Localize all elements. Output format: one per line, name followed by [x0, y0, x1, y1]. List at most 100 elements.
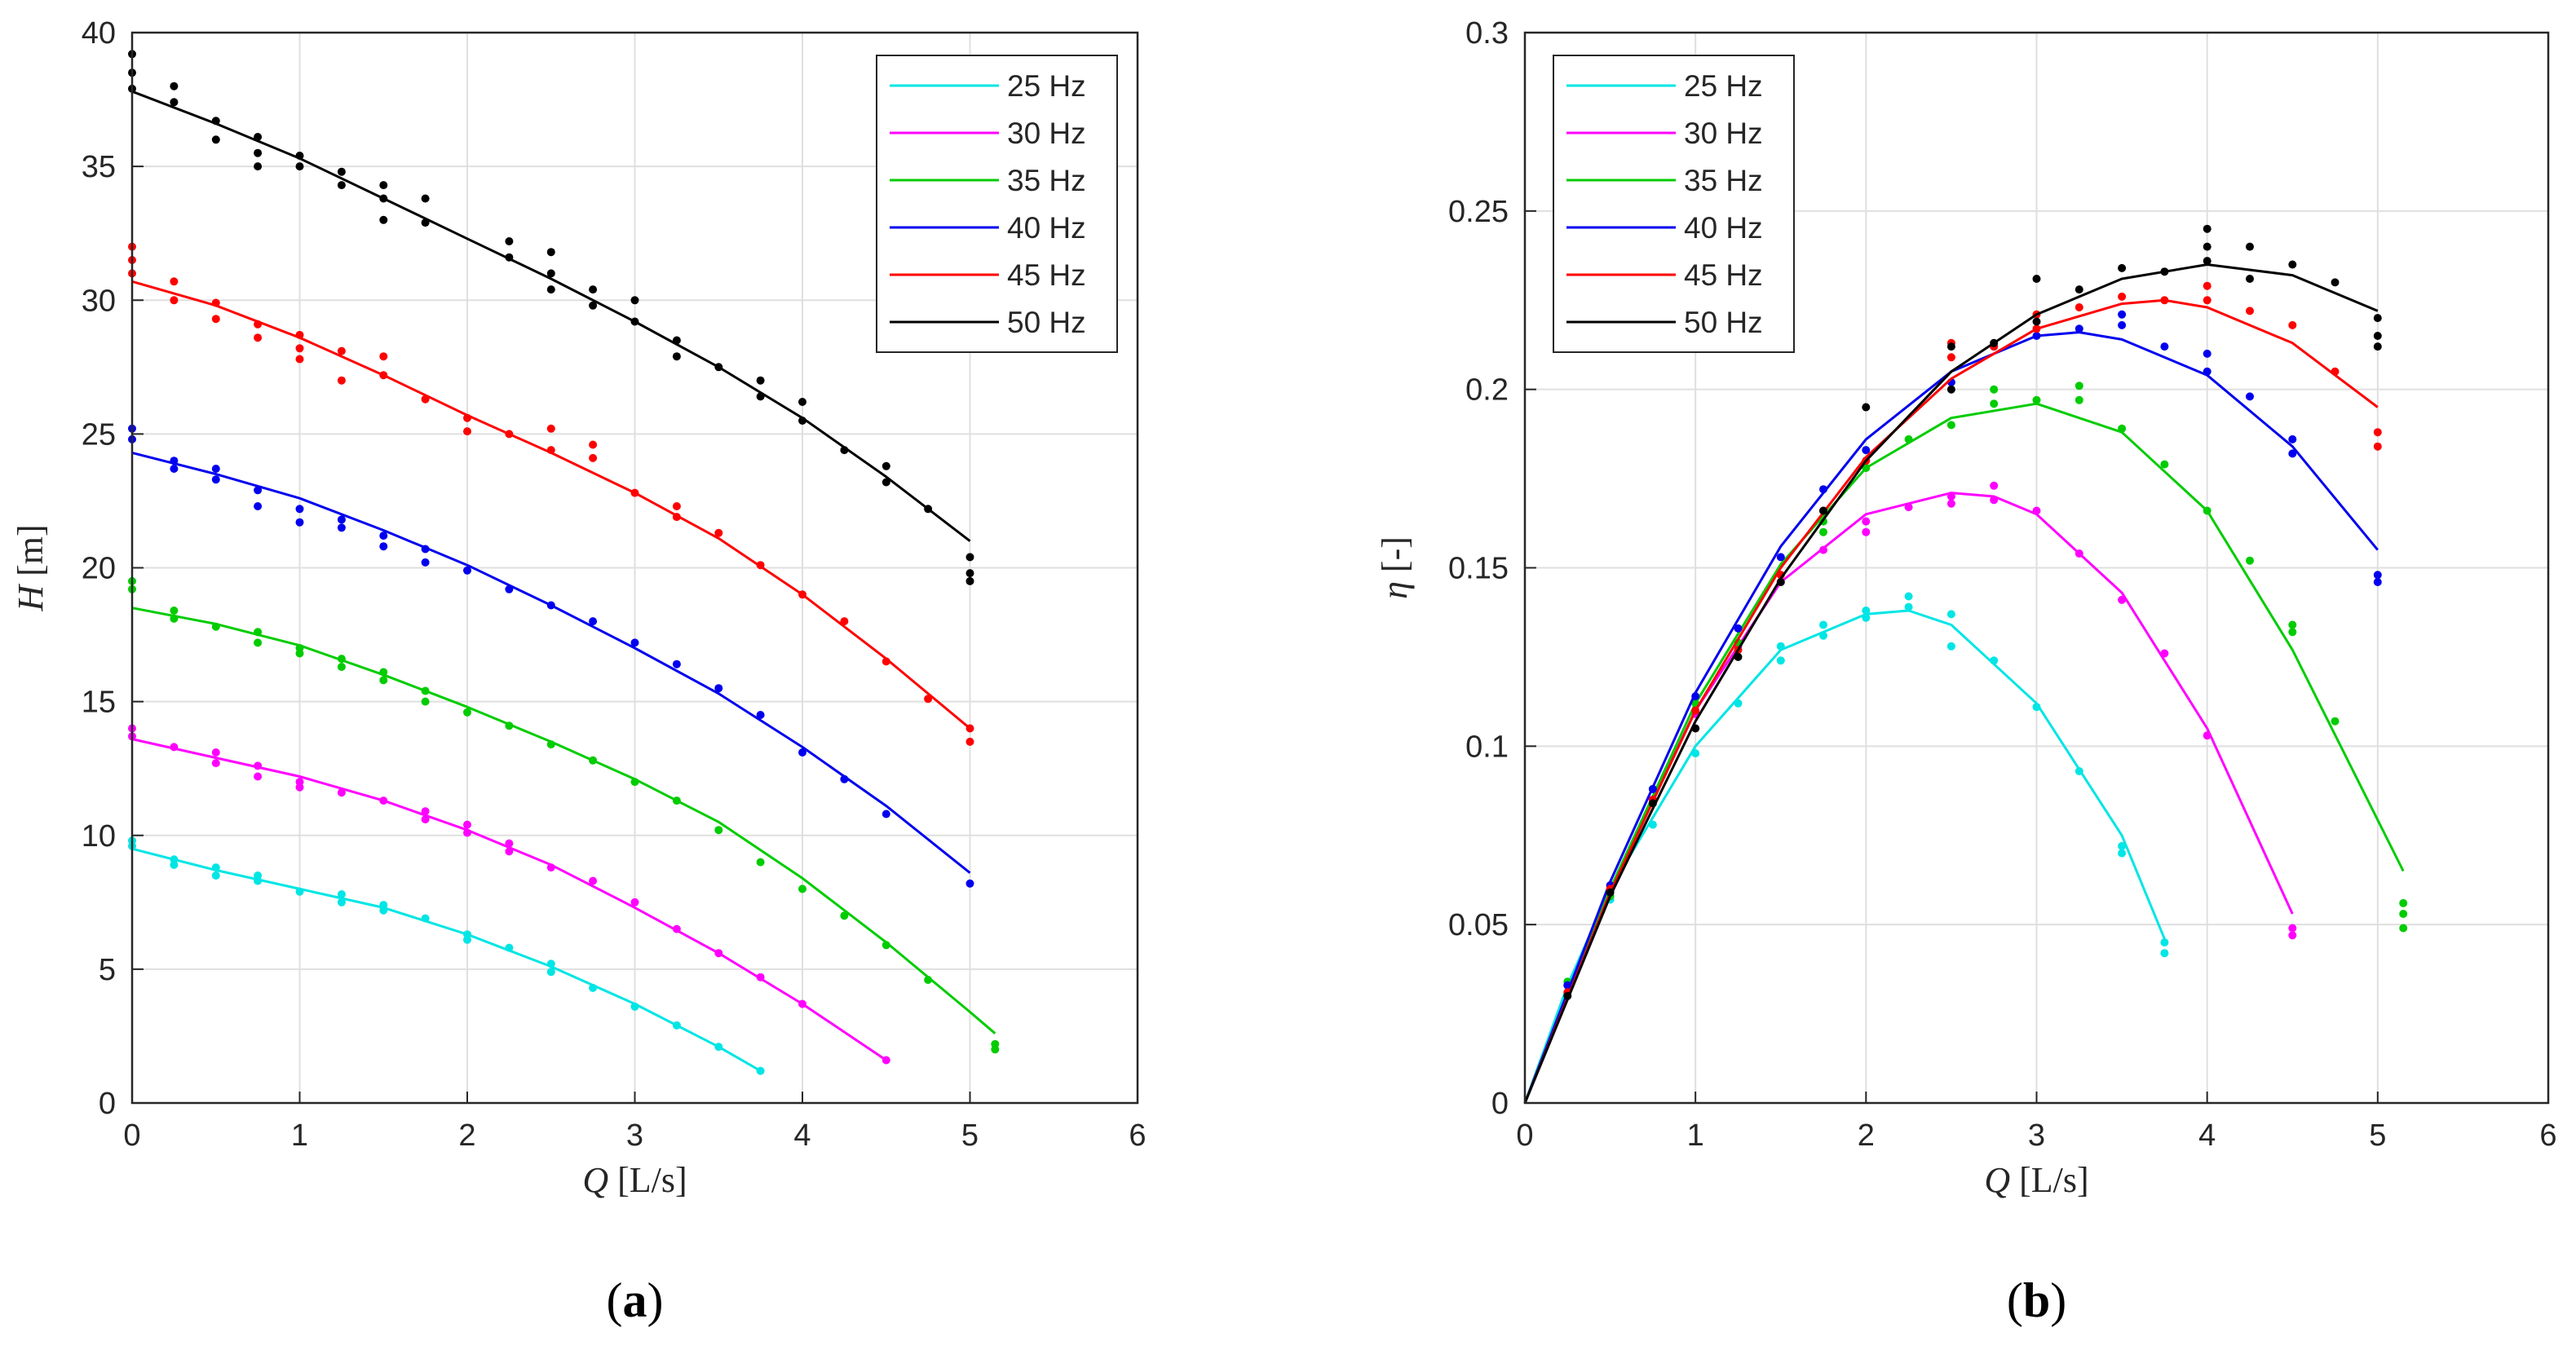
- data-point: [211, 298, 220, 307]
- y-axis-label: η [-]: [1375, 536, 1415, 599]
- data-point: [337, 898, 346, 907]
- data-point: [1990, 338, 1999, 347]
- data-point: [211, 465, 220, 473]
- data-point: [379, 796, 388, 805]
- data-point: [2118, 841, 2127, 850]
- data-point: [840, 617, 849, 626]
- x-axis-label: Q [L/s]: [582, 1160, 687, 1200]
- data-point: [1691, 692, 1700, 701]
- data-point: [337, 181, 346, 190]
- fit-curve: [1523, 298, 2379, 1104]
- data-point: [2373, 342, 2382, 351]
- data-point: [672, 924, 681, 933]
- data-point: [881, 810, 890, 818]
- data-point: [1819, 545, 1827, 554]
- x-tick-label: 6: [1129, 1118, 1146, 1153]
- data-point: [295, 344, 304, 353]
- legend-item: 50 Hz: [890, 306, 1086, 339]
- data-point: [379, 676, 388, 685]
- data-point: [1606, 888, 1615, 897]
- y-axis-variable: H: [11, 584, 51, 612]
- data-point: [2203, 257, 2211, 266]
- data-point: [2032, 506, 2041, 515]
- legend-item: 30 Hz: [890, 117, 1086, 150]
- data-point: [2246, 307, 2254, 315]
- data-point: [630, 488, 639, 497]
- data-point: [2160, 296, 2169, 305]
- data-point: [965, 724, 974, 733]
- data-point: [714, 1043, 723, 1052]
- legend-item: 30 Hz: [1566, 117, 1763, 150]
- data-point: [2118, 263, 2127, 272]
- data-point: [2373, 571, 2382, 580]
- caption-letter: a: [623, 1273, 647, 1327]
- x-axis-unit: [L/s]: [608, 1160, 687, 1200]
- data-point: [546, 424, 555, 433]
- data-point: [546, 863, 555, 872]
- data-point: [1862, 613, 1871, 622]
- data-point: [254, 333, 263, 342]
- data-point: [505, 943, 514, 952]
- data-point: [337, 346, 346, 355]
- data-point: [546, 960, 555, 968]
- data-point: [2074, 303, 2083, 311]
- data-point: [630, 638, 639, 647]
- y-tick-label: 20: [82, 552, 116, 586]
- series-45-hz: [128, 242, 974, 746]
- y-axis-unit: [m]: [11, 524, 51, 585]
- y-tick-label: 0.3: [1465, 16, 1509, 51]
- y-tick-label: 0.1: [1465, 730, 1509, 764]
- data-point: [421, 558, 430, 567]
- data-point: [170, 277, 179, 286]
- data-point: [589, 983, 598, 992]
- x-tick-label: 1: [1687, 1118, 1704, 1153]
- caption-open: (: [2007, 1273, 2023, 1327]
- x-tick-label: 4: [793, 1118, 811, 1153]
- data-point: [2032, 275, 2041, 283]
- data-point: [1990, 496, 1999, 505]
- x-tick-label: 0: [123, 1118, 140, 1153]
- legend-item: 40 Hz: [890, 211, 1086, 245]
- data-point: [2074, 549, 2083, 558]
- data-point: [756, 858, 765, 867]
- data-point: [1734, 652, 1743, 661]
- data-point: [630, 296, 639, 305]
- data-point: [211, 622, 220, 631]
- data-point: [589, 301, 598, 310]
- data-point: [463, 708, 471, 717]
- data-point: [379, 181, 388, 190]
- data-point: [211, 475, 220, 484]
- data-point: [798, 590, 806, 599]
- data-point: [170, 82, 179, 90]
- legend-item: 50 Hz: [1566, 306, 1763, 339]
- data-point: [630, 898, 639, 907]
- data-point: [2032, 317, 2041, 326]
- data-point: [798, 417, 806, 425]
- data-point: [2288, 320, 2297, 329]
- y-axis-unit: [-]: [1375, 536, 1415, 581]
- data-point: [2331, 717, 2340, 726]
- legend-item: 25 Hz: [890, 69, 1086, 103]
- data-point: [630, 1002, 639, 1011]
- y-tick-label: 5: [99, 953, 116, 987]
- data-point: [1946, 499, 1955, 508]
- data-point: [1904, 503, 1913, 512]
- data-point: [672, 660, 681, 668]
- data-point: [840, 446, 849, 455]
- panel-caption: (b): [2007, 1273, 2066, 1327]
- series-50-hz: [1523, 224, 2382, 1104]
- data-point: [798, 748, 806, 757]
- data-point: [2032, 395, 2041, 404]
- data-point: [2373, 578, 2382, 586]
- data-point: [463, 820, 471, 829]
- data-point: [1862, 517, 1871, 526]
- data-point: [337, 655, 346, 664]
- data-point: [254, 772, 263, 781]
- data-point: [1946, 421, 1955, 430]
- data-point: [421, 807, 430, 816]
- data-point: [2160, 938, 2169, 946]
- data-point: [254, 133, 263, 141]
- data-point: [421, 914, 430, 923]
- data-point: [2288, 628, 2297, 637]
- data-point: [2331, 367, 2340, 376]
